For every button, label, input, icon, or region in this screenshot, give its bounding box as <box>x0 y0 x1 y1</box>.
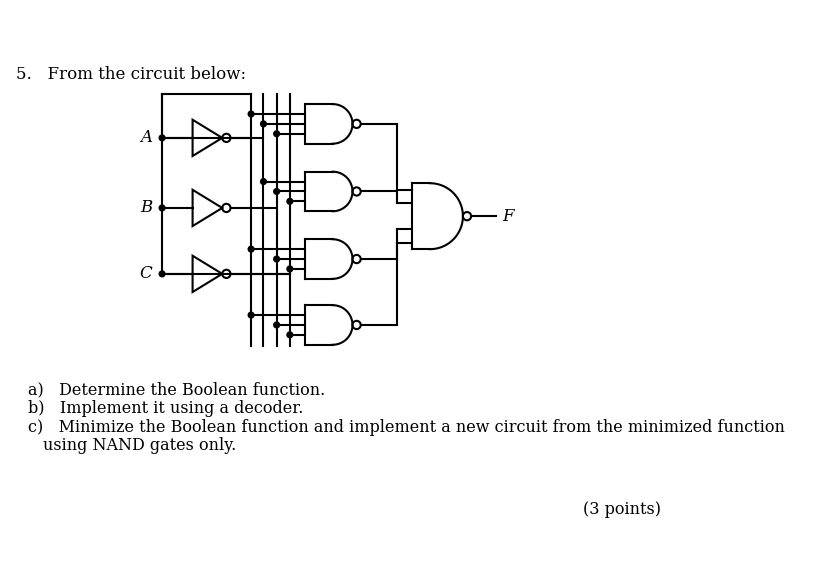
Circle shape <box>248 246 254 252</box>
Circle shape <box>274 256 280 262</box>
Circle shape <box>261 121 266 127</box>
Circle shape <box>160 271 165 277</box>
Text: B: B <box>140 200 152 217</box>
Text: using NAND gates only.: using NAND gates only. <box>43 437 236 454</box>
Text: C: C <box>140 265 152 283</box>
Text: A: A <box>141 130 152 147</box>
Text: 5.   From the circuit below:: 5. From the circuit below: <box>17 66 246 83</box>
Circle shape <box>287 199 293 204</box>
Text: (3 points): (3 points) <box>583 500 661 517</box>
Circle shape <box>274 322 280 328</box>
Circle shape <box>274 189 280 194</box>
Text: a)   Determine the Boolean function.: a) Determine the Boolean function. <box>28 381 325 398</box>
Circle shape <box>261 179 266 185</box>
Circle shape <box>160 135 165 141</box>
Circle shape <box>287 266 293 272</box>
Circle shape <box>287 332 293 338</box>
Circle shape <box>248 312 254 318</box>
Text: b)   Implement it using a decoder.: b) Implement it using a decoder. <box>28 400 304 417</box>
Circle shape <box>274 131 280 137</box>
Text: F: F <box>503 208 514 225</box>
Circle shape <box>160 205 165 211</box>
Text: c)   Minimize the Boolean function and implement a new circuit from the minimize: c) Minimize the Boolean function and imp… <box>28 419 785 436</box>
Circle shape <box>248 111 254 117</box>
